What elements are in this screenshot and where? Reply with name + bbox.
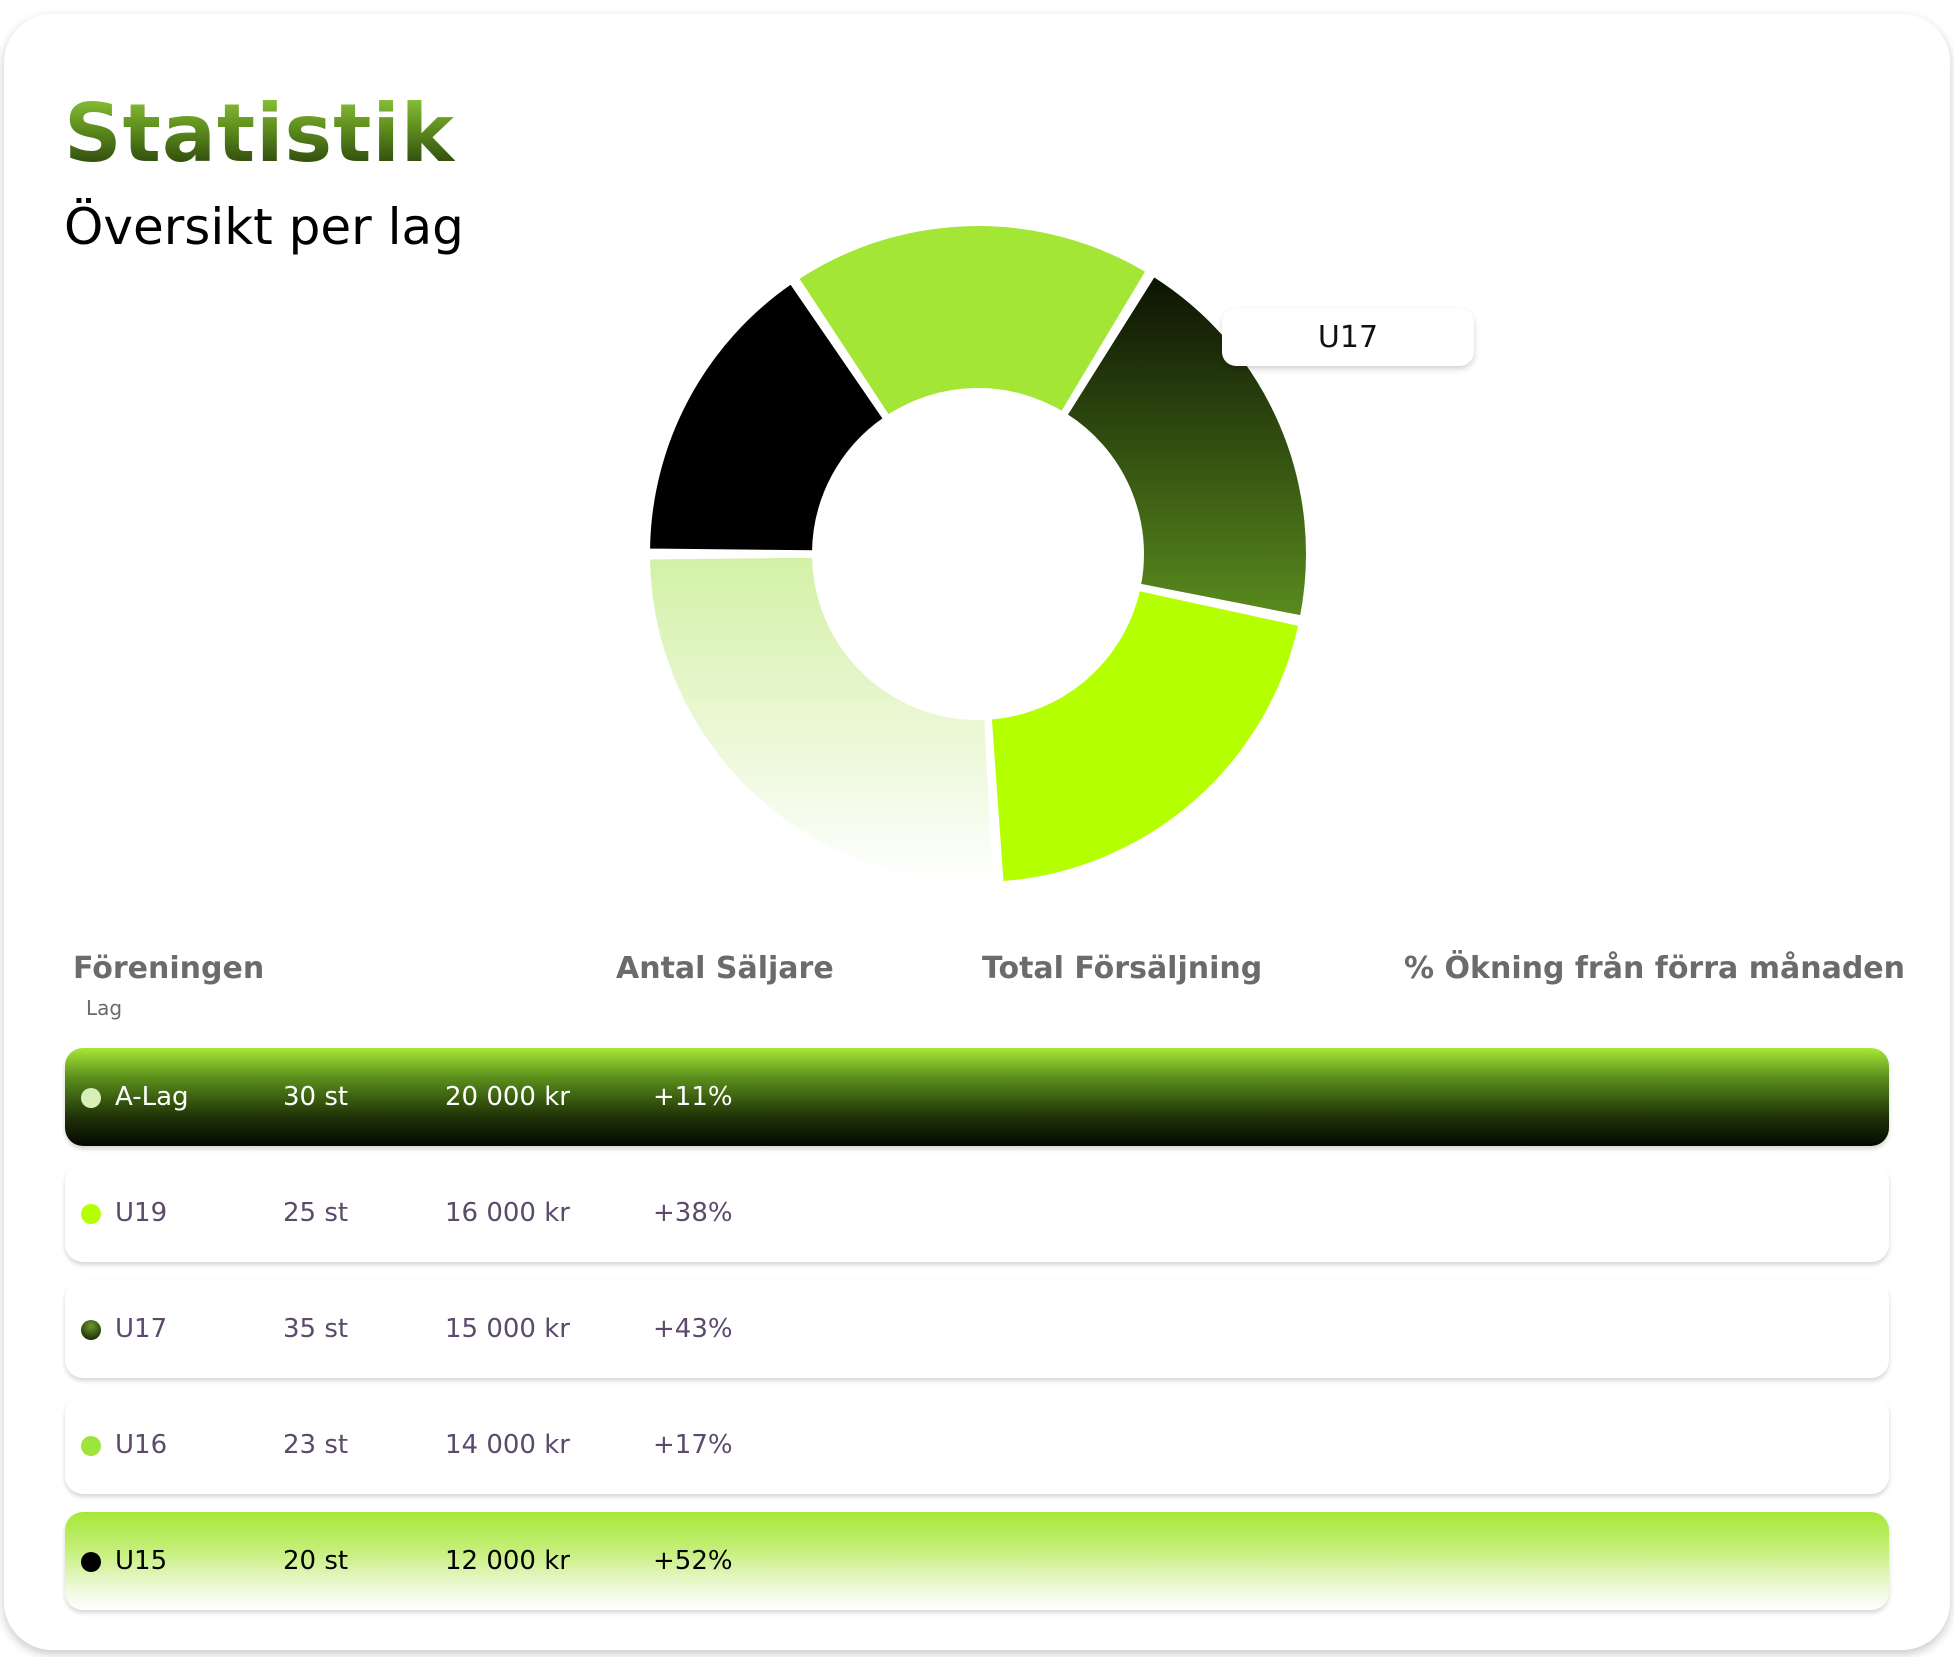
table-row-u19[interactable]: U19 25 st 16 000 kr +38%: [65, 1164, 1889, 1262]
cell-team: U16: [115, 1430, 168, 1460]
column-header-team[interactable]: Föreningen: [73, 951, 265, 986]
cell-sales: 20 000 kr: [445, 1082, 570, 1112]
column-header-increase[interactable]: % Ökning från förra månaden: [1404, 951, 1905, 986]
chart-tooltip: U17: [1222, 308, 1474, 366]
legend-dot: [81, 1320, 101, 1340]
donut-slice-u19[interactable]: [987, 586, 1303, 886]
cell-sellers: 20 st: [283, 1546, 349, 1576]
legend-dot: [81, 1552, 101, 1572]
column-subheader-lag: Lag: [86, 996, 123, 1020]
cell-sellers: 35 st: [283, 1314, 349, 1344]
page-title: Statistik: [64, 87, 455, 180]
legend-dot: [81, 1436, 101, 1456]
cell-team: U17: [115, 1314, 168, 1344]
legend-dot: [81, 1204, 101, 1224]
table-row-a-lag[interactable]: A-Lag 30 st 20 000 kr +11%: [65, 1048, 1889, 1146]
donut-chart: [646, 222, 1310, 886]
tooltip-label: U17: [1317, 319, 1379, 355]
cell-increase: +11%: [653, 1082, 733, 1112]
cell-increase: +52%: [653, 1546, 733, 1576]
cell-sales: 16 000 kr: [445, 1198, 570, 1228]
legend-dot: [81, 1088, 101, 1108]
donut-slice-u16[interactable]: [794, 222, 1150, 419]
table-row-u15[interactable]: U15 20 st 12 000 kr +52%: [65, 1512, 1889, 1610]
page-subtitle: Översikt per lag: [64, 198, 464, 256]
cell-sellers: 23 st: [283, 1430, 349, 1460]
cell-team: A-Lag: [115, 1082, 189, 1112]
donut-slice-u15[interactable]: [646, 280, 888, 555]
cell-increase: +17%: [653, 1430, 733, 1460]
table-row-u16[interactable]: U16 23 st 14 000 kr +17%: [65, 1396, 1889, 1494]
cell-team: U15: [115, 1546, 168, 1576]
cell-increase: +43%: [653, 1314, 733, 1344]
cell-increase: +38%: [653, 1198, 733, 1228]
cell-sales: 14 000 kr: [445, 1430, 570, 1460]
cell-sellers: 30 st: [283, 1082, 349, 1112]
column-header-sales[interactable]: Total Försäljning: [982, 951, 1263, 986]
cell-team: U19: [115, 1198, 168, 1228]
cell-sellers: 25 st: [283, 1198, 349, 1228]
table-row-u17[interactable]: U17 35 st 15 000 kr +43%: [65, 1280, 1889, 1378]
cell-sales: 15 000 kr: [445, 1314, 570, 1344]
column-header-sellers[interactable]: Antal Säljare: [616, 951, 834, 986]
donut-slice-a-lag[interactable]: [646, 553, 997, 886]
cell-sales: 12 000 kr: [445, 1546, 570, 1576]
